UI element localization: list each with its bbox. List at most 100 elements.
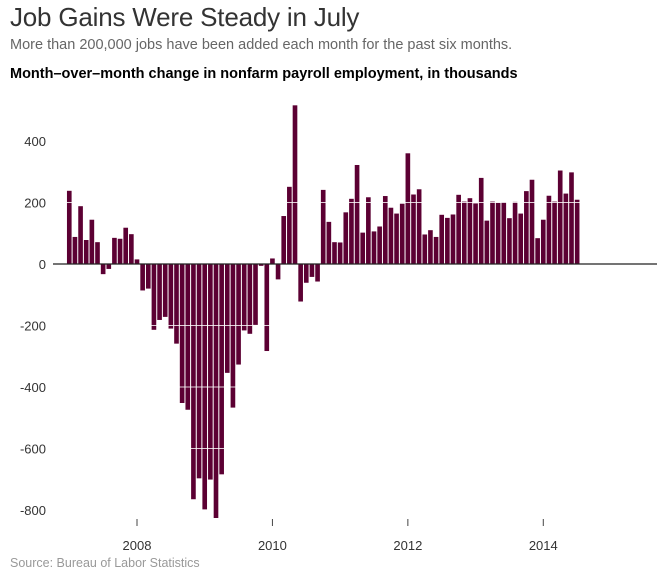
bar (185, 264, 191, 410)
bar (484, 220, 490, 264)
bar (145, 264, 151, 289)
chart-title: Job Gains Were Steady in July (10, 2, 360, 32)
bar (461, 201, 467, 264)
bar (422, 234, 428, 264)
bar (270, 258, 275, 264)
bar (298, 264, 303, 302)
bar (518, 213, 524, 264)
bar (241, 264, 247, 331)
y-tick-label: -400 (20, 380, 46, 395)
bar (490, 201, 495, 264)
y-tick-label: 200 (24, 196, 46, 211)
bar (439, 214, 445, 264)
bar (428, 230, 433, 265)
bar (219, 264, 224, 475)
chart-heading: Month–over–month change in nonfarm payro… (10, 66, 518, 82)
bar (303, 264, 309, 283)
bar (371, 231, 377, 264)
bar (230, 264, 236, 408)
bar (162, 264, 168, 317)
bar (332, 242, 337, 264)
bar (196, 264, 202, 479)
bar (569, 172, 574, 265)
bar (213, 264, 219, 518)
bar (191, 264, 196, 500)
bar (320, 189, 326, 264)
bar (450, 214, 456, 264)
x-tick-label: 2014 (529, 538, 558, 553)
bar (129, 234, 134, 264)
bar (258, 264, 264, 266)
chart-subtitle: More than 200,000 jobs have been added e… (10, 37, 513, 53)
y-tick-label: -600 (20, 442, 46, 457)
bar (563, 193, 569, 264)
x-axis: 2008 2010 2012 2014 (123, 519, 558, 553)
bar (208, 264, 213, 480)
gridlines (53, 202, 657, 449)
bar (78, 206, 83, 264)
bar (247, 264, 253, 334)
bar (557, 170, 563, 264)
bar (377, 226, 382, 265)
bar (433, 236, 439, 264)
bar (66, 190, 72, 264)
y-tick-label: -800 (20, 503, 46, 518)
bar (445, 217, 450, 265)
bar (495, 202, 501, 264)
bar (507, 218, 512, 264)
bar (416, 189, 422, 264)
bar (174, 264, 179, 344)
y-axis: 400 200 0 -200 -400 -600 -800 (20, 134, 46, 518)
x-tick-label: 2010 (258, 538, 287, 553)
bar (478, 177, 484, 264)
bar (315, 264, 320, 282)
bar (529, 179, 535, 264)
bar (574, 199, 580, 264)
bar (264, 264, 270, 352)
bar (467, 198, 473, 264)
y-tick-label: 0 (39, 257, 46, 272)
bars (66, 105, 580, 518)
bar (337, 242, 343, 264)
bar (95, 242, 100, 264)
source-note: Source: Bureau of Labor Statistics (10, 556, 200, 570)
bar (106, 264, 112, 269)
bar (382, 196, 388, 264)
bar (281, 216, 287, 264)
bar (123, 227, 129, 264)
bar (473, 203, 478, 264)
bar (546, 195, 552, 265)
bar (360, 232, 366, 264)
bar (552, 201, 557, 264)
bar (253, 264, 258, 325)
bar (512, 201, 518, 264)
bar (405, 153, 411, 264)
bar (399, 203, 405, 264)
bar (72, 236, 78, 264)
bar (366, 197, 371, 264)
bar (100, 264, 106, 275)
bar (236, 264, 241, 365)
bar (388, 207, 394, 264)
bar (83, 240, 89, 264)
y-tick-label: 400 (24, 134, 46, 149)
bar (292, 105, 298, 264)
y-tick-label: -200 (20, 319, 46, 334)
bar (117, 238, 123, 264)
bar (343, 212, 349, 264)
bar (168, 264, 174, 329)
bar (354, 164, 360, 265)
bar (524, 191, 529, 264)
x-tick-label: 2008 (123, 538, 152, 553)
bar (456, 194, 461, 264)
x-tick-label: 2012 (393, 538, 422, 553)
bar (411, 194, 416, 264)
bar (535, 238, 540, 264)
bar (151, 264, 157, 330)
bar (394, 213, 399, 264)
bar (275, 264, 281, 280)
bar (349, 198, 354, 264)
bar (224, 264, 230, 373)
bar (326, 221, 332, 264)
